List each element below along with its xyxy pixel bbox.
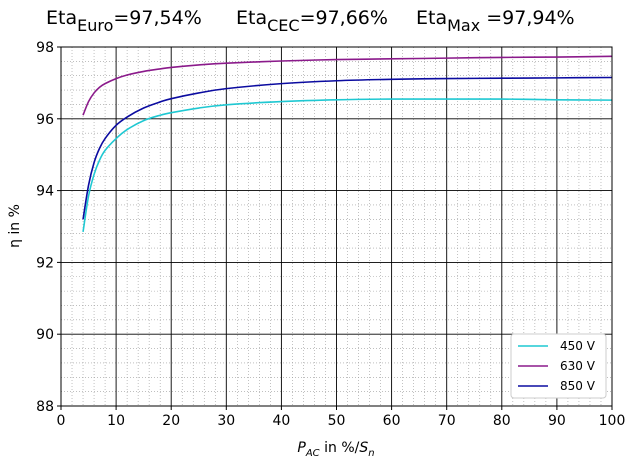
x-tick-label: 0 xyxy=(57,413,66,429)
x-axis-label-s: S xyxy=(359,440,368,456)
legend-label: 450 V xyxy=(560,339,596,353)
x-tick-label: 80 xyxy=(493,413,511,429)
x-tick-label: 100 xyxy=(599,413,626,429)
y-tick-label: 90 xyxy=(36,327,54,343)
x-tick-label: 20 xyxy=(162,413,180,429)
y-tick-label: 94 xyxy=(36,184,54,200)
x-tick-label: 30 xyxy=(217,413,235,429)
title-max-value: =97,94% xyxy=(480,7,574,29)
x-axis-label: PAC in %/Sn xyxy=(297,440,374,459)
legend-box xyxy=(510,333,607,399)
svg-text:EtaMax =97,94%: EtaMax =97,94% xyxy=(416,7,575,35)
x-tick-label: 70 xyxy=(438,413,456,429)
title-euro-prefix: Eta xyxy=(46,7,77,29)
legend-label: 630 V xyxy=(560,359,596,373)
y-tick-label: 98 xyxy=(36,40,54,56)
x-axis-label-n: n xyxy=(368,448,374,459)
series-lines xyxy=(82,55,613,233)
svg-text:EtaCEC=97,66%: EtaCEC=97,66% xyxy=(236,7,388,35)
svg-text:EtaEuro=97,54%: EtaEuro=97,54% xyxy=(46,7,202,35)
title-max-prefix: Eta xyxy=(416,7,447,29)
chart-title: EtaEuro=97,54% EtaCEC=97,66% EtaMax =97,… xyxy=(46,7,575,35)
y-tick-label: 96 xyxy=(36,112,54,128)
y-tick-label: 88 xyxy=(36,399,54,415)
x-tick-label: 40 xyxy=(272,413,290,429)
x-axis-label-mid: in %/ xyxy=(320,440,360,456)
x-tick-label: 10 xyxy=(107,413,125,429)
title-cec-sub: CEC xyxy=(267,16,299,35)
y-tick-label: 92 xyxy=(36,255,54,271)
title-euro-sub: Euro xyxy=(77,16,113,35)
x-axis-ticks: 0 10 20 30 40 50 60 70 80 90 100 xyxy=(57,406,626,429)
x-tick-label: 60 xyxy=(383,413,401,429)
x-tick-label: 50 xyxy=(328,413,346,429)
series-line-3 xyxy=(82,76,613,220)
x-axis-label-p: P xyxy=(297,440,306,456)
series-line-1 xyxy=(82,98,613,233)
legend: 450 V 630 V 850 V xyxy=(510,333,607,399)
y-axis-label: η in % xyxy=(7,204,23,248)
y-axis-ticks: 88 90 92 94 96 98 xyxy=(36,40,61,415)
series-line-2 xyxy=(82,55,613,116)
title-max-sub: Max xyxy=(447,16,480,35)
legend-label: 850 V xyxy=(560,379,596,393)
title-cec-value: =97,66% xyxy=(300,7,388,29)
title-cec-prefix: Eta xyxy=(236,7,267,29)
x-axis-label-ac: AC xyxy=(305,448,320,459)
title-euro-value: =97,54% xyxy=(113,7,201,29)
x-tick-label: 90 xyxy=(548,413,566,429)
